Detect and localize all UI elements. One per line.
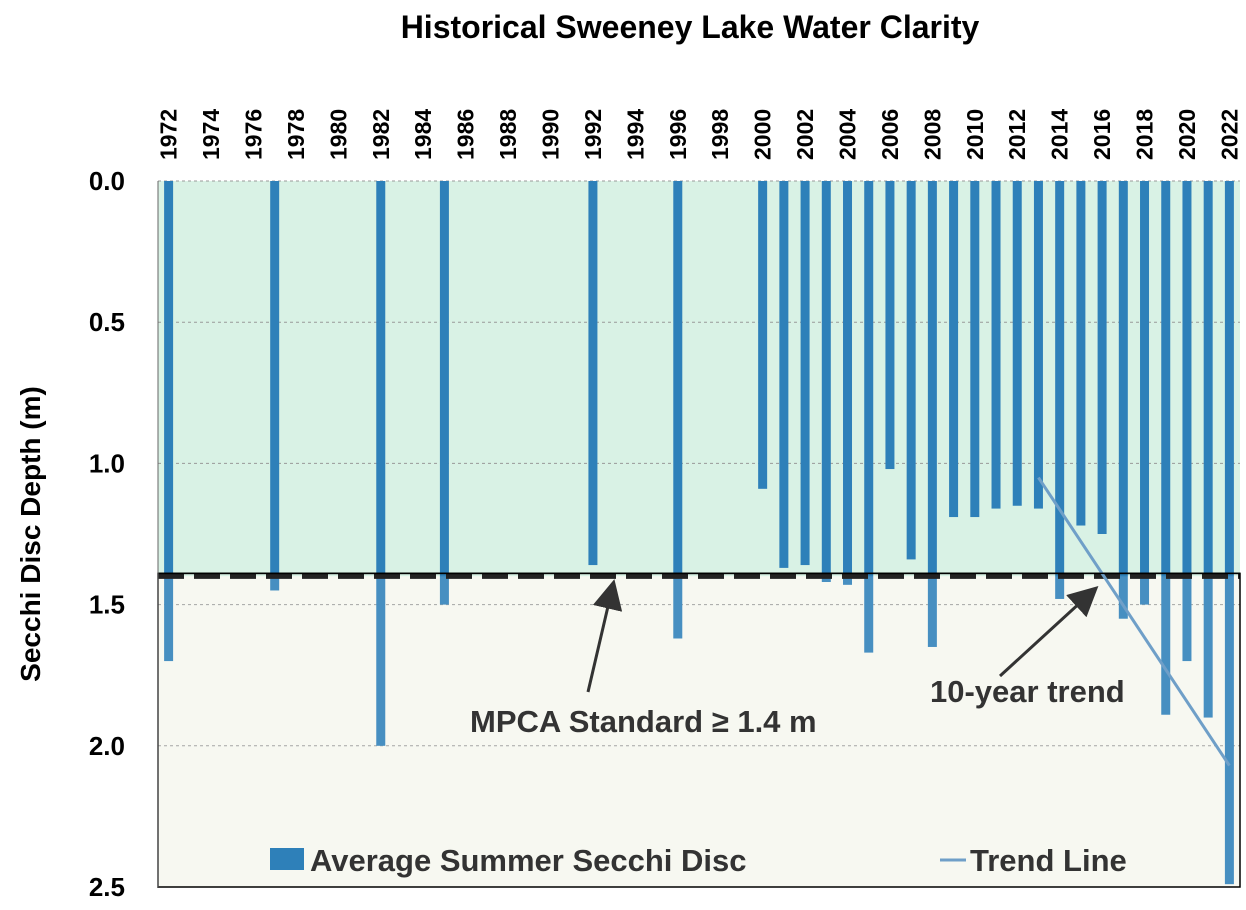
bar xyxy=(439,181,449,605)
x-tick-label: 1972 xyxy=(156,109,182,160)
x-tick-label: 1974 xyxy=(198,109,224,160)
x-tick-label: 1992 xyxy=(580,109,606,160)
bar xyxy=(800,181,810,566)
x-tick-label: 1988 xyxy=(495,109,521,160)
x-tick-label: 2014 xyxy=(1047,109,1073,160)
annotation: 10-year trend xyxy=(930,674,1125,709)
x-tick-label: 2022 xyxy=(1216,109,1242,160)
bar xyxy=(991,181,1001,509)
arrow xyxy=(998,585,1099,678)
x-tick-label: 1976 xyxy=(240,109,266,160)
bar xyxy=(1118,181,1128,619)
legend-label: Average Summer Secchi Disc xyxy=(310,843,747,878)
bar xyxy=(927,181,937,647)
bar xyxy=(164,181,174,662)
x-tick-label: 1982 xyxy=(368,109,394,160)
x-tick-label: 2020 xyxy=(1174,109,1200,160)
bar xyxy=(821,181,831,583)
bar xyxy=(906,181,916,560)
bar xyxy=(1203,181,1213,718)
annotation: MPCA Standard ≥ 1.4 m xyxy=(470,704,817,739)
x-tick-label: 2016 xyxy=(1089,109,1115,160)
x-tick-label: 1990 xyxy=(537,109,563,160)
x-tick-label: 2012 xyxy=(1004,109,1030,160)
x-tick-label: 2008 xyxy=(919,109,945,160)
bar xyxy=(1161,181,1171,715)
arrow xyxy=(586,579,623,693)
x-tick-label: 1994 xyxy=(622,109,648,160)
y-tick-label: 0.5 xyxy=(89,307,125,337)
y-tick-label: 2.5 xyxy=(89,872,125,902)
x-tick-label: 1978 xyxy=(283,109,309,160)
y-tick-label: 1.0 xyxy=(89,448,125,478)
bar xyxy=(270,181,280,591)
chart-title: Historical Sweeney Lake Water Clarity xyxy=(401,9,980,45)
bar xyxy=(1076,181,1086,526)
x-tick-label: 2000 xyxy=(750,109,776,160)
bar xyxy=(885,181,895,470)
x-tick-label: 2004 xyxy=(835,109,861,160)
bar xyxy=(1097,181,1107,534)
y-tick-label: 1.5 xyxy=(89,590,125,620)
bar xyxy=(588,181,598,566)
x-tick-label: 2010 xyxy=(962,109,988,160)
x-tick-label: 1980 xyxy=(325,109,351,160)
trend-line xyxy=(1037,476,1231,767)
bar xyxy=(1055,181,1065,599)
x-tick-label: 1984 xyxy=(410,109,436,160)
x-tick-label: 2002 xyxy=(792,109,818,160)
bar xyxy=(673,181,683,639)
bar xyxy=(1224,181,1234,885)
bar xyxy=(864,181,874,653)
legend-swatch xyxy=(270,848,304,870)
bar xyxy=(843,181,853,585)
poor-zone xyxy=(158,576,1240,887)
y-axis-label: Secchi Disc Depth (m) xyxy=(15,386,46,682)
x-tick-label: 1996 xyxy=(665,109,691,160)
bar xyxy=(1012,181,1022,506)
bar xyxy=(970,181,980,518)
bar xyxy=(1033,181,1043,509)
y-tick-label: 0.0 xyxy=(89,166,125,196)
bar xyxy=(1182,181,1192,662)
x-tick-label: 2006 xyxy=(877,109,903,160)
bar xyxy=(779,181,789,568)
bar xyxy=(758,181,768,489)
y-tick-label: 2.0 xyxy=(89,731,125,761)
legend-label: Trend Line xyxy=(970,843,1127,878)
bar xyxy=(1140,181,1150,605)
poor-zone-tint xyxy=(158,576,1240,887)
bar xyxy=(376,181,386,746)
x-tick-label: 1998 xyxy=(707,109,733,160)
x-tick-label: 2018 xyxy=(1132,109,1158,160)
x-tick-label: 1986 xyxy=(453,109,479,160)
bar xyxy=(949,181,959,518)
